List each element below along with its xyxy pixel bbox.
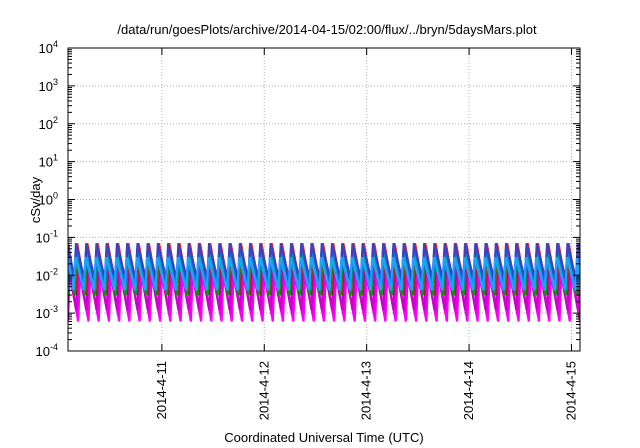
x-tick-label: 2014-4-15 [563, 361, 578, 420]
y-axis-ticks: 10-4 10-3 10-2 10-1 100 101 102 103 104 [36, 39, 580, 359]
x-tick-label: 2014-4-11 [154, 361, 169, 419]
y-tick-label: 104 [39, 39, 58, 56]
y-tick-label: 10-1 [36, 228, 58, 245]
chart-title: /data/run/goesPlots/archive/2014-04-15/0… [117, 22, 537, 37]
x-axis-ticks: 2014-4-11 2014-4-12 2014-4-13 2014-4-14 2014… [154, 48, 578, 420]
y-tick-label: 102 [39, 115, 58, 132]
x-tick-label: 2014-4-14 [461, 361, 476, 420]
y-tick-label: 101 [39, 153, 58, 170]
y-tick-label: 103 [39, 77, 58, 94]
series-line [68, 256, 580, 291]
y-tick-label: 10-4 [36, 342, 58, 359]
x-axis-label: Coordinated Universal Time (UTC) [224, 430, 423, 445]
x-tick-label: 2014-4-13 [359, 361, 374, 420]
y-axis-label: cSv/day [28, 176, 43, 223]
x-tick-label: 2014-4-12 [256, 361, 271, 420]
y-tick-label: 10-2 [36, 266, 58, 283]
series-layer [68, 242, 580, 322]
y-tick-label: 100 [39, 191, 58, 208]
y-tick-label: 10-3 [36, 304, 58, 321]
